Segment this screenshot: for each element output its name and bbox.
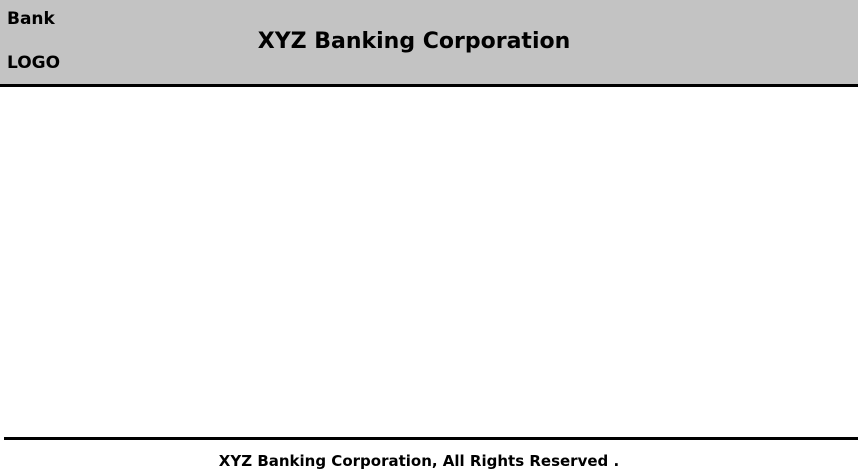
main-content [0,87,858,437]
footer-divider [4,437,858,440]
site-title: XYZ Banking Corporation [257,29,571,54]
footer-copyright: XYZ Banking Corporation, All Rights Rese… [218,452,620,470]
site-header: Bank LOGO XYZ Banking Corporation [0,0,858,87]
logo-line-bank: Bank [7,9,55,29]
logo-line-logo: LOGO [7,53,61,73]
bank-logo-placeholder: Bank LOGO [7,8,87,74]
